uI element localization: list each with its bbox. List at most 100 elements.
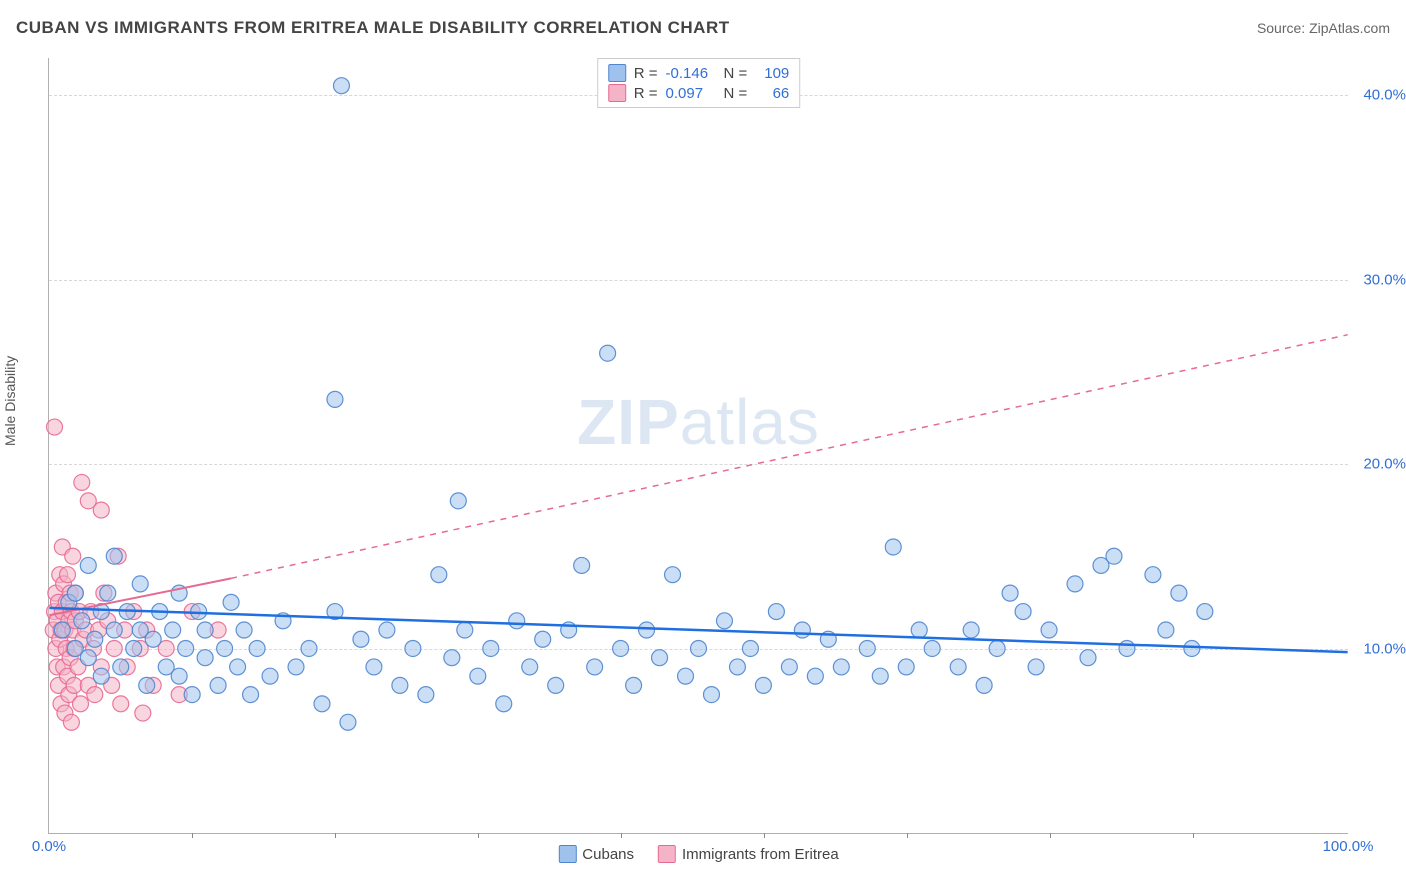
data-point [574, 557, 590, 573]
data-point [885, 539, 901, 555]
data-point [223, 594, 239, 610]
plot-area: 10.0%20.0%30.0%40.0% 0.0% 100.0% ZIPatla… [48, 58, 1348, 834]
n-label: N = [724, 85, 748, 102]
bottom-legend-item: Immigrants from Eritrea [658, 845, 839, 863]
data-point [587, 659, 603, 675]
data-point [340, 714, 356, 730]
data-point [807, 668, 823, 684]
data-point [288, 659, 304, 675]
bottom-legend-item: Cubans [558, 845, 634, 863]
data-point [87, 631, 103, 647]
chart-container: CUBAN VS IMMIGRANTS FROM ERITREA MALE DI… [0, 0, 1406, 892]
data-point [217, 640, 233, 656]
data-point [106, 640, 122, 656]
data-point [1184, 640, 1200, 656]
y-tick-label: 10.0% [1354, 641, 1406, 658]
stats-legend: R =-0.146N =109R =0.097N =66 [597, 58, 801, 108]
data-point [496, 696, 512, 712]
scatter-svg [49, 58, 1348, 833]
data-point [522, 659, 538, 675]
stats-legend-row: R =0.097N =66 [608, 83, 790, 103]
data-point [729, 659, 745, 675]
data-point [379, 622, 395, 638]
data-point [509, 613, 525, 629]
legend-swatch [558, 845, 576, 863]
data-point [450, 493, 466, 509]
data-point [93, 668, 109, 684]
r-value: 0.097 [666, 85, 716, 102]
data-point [457, 622, 473, 638]
data-point [444, 650, 460, 666]
y-axis-label: Male Disability [2, 356, 18, 446]
data-point [184, 687, 200, 703]
source-link[interactable]: ZipAtlas.com [1309, 20, 1390, 36]
data-point [1145, 567, 1161, 583]
data-point [106, 548, 122, 564]
x-tick-mark [192, 833, 193, 838]
data-point [230, 659, 246, 675]
data-point [898, 659, 914, 675]
data-point [65, 548, 81, 564]
data-point [67, 585, 83, 601]
data-point [418, 687, 434, 703]
data-point [87, 687, 103, 703]
data-point [483, 640, 499, 656]
x-axis-max-label: 100.0% [1323, 838, 1374, 855]
trend-line [231, 335, 1348, 579]
legend-swatch [608, 64, 626, 82]
data-point [703, 687, 719, 703]
data-point [314, 696, 330, 712]
data-point [768, 604, 784, 620]
data-point [392, 677, 408, 693]
chart-title: CUBAN VS IMMIGRANTS FROM ERITREA MALE DI… [16, 18, 730, 38]
x-axis-min-label: 0.0% [32, 838, 66, 855]
data-point [100, 585, 116, 601]
data-point [165, 622, 181, 638]
data-point [405, 640, 421, 656]
data-point [60, 567, 76, 583]
data-point [1106, 548, 1122, 564]
data-point [1015, 604, 1031, 620]
data-point [872, 668, 888, 684]
r-value: -0.146 [666, 65, 716, 82]
data-point [353, 631, 369, 647]
title-bar: CUBAN VS IMMIGRANTS FROM ERITREA MALE DI… [16, 18, 1390, 38]
data-point [366, 659, 382, 675]
data-point [613, 640, 629, 656]
stats-legend-row: R =-0.146N =109 [608, 63, 790, 83]
data-point [1067, 576, 1083, 592]
bottom-legend: Cubans Immigrants from Eritrea [558, 845, 838, 863]
data-point [1171, 585, 1187, 601]
data-point [145, 631, 161, 647]
n-value: 66 [755, 85, 789, 102]
data-point [197, 650, 213, 666]
x-tick-mark [1193, 833, 1194, 838]
data-point [66, 677, 82, 693]
data-point [600, 345, 616, 361]
data-point [859, 640, 875, 656]
data-point [989, 640, 1005, 656]
source-label: Source: [1257, 20, 1305, 36]
data-point [54, 622, 70, 638]
data-point [626, 677, 642, 693]
data-point [716, 613, 732, 629]
data-point [639, 622, 655, 638]
data-point [106, 622, 122, 638]
data-point [243, 687, 259, 703]
legend-label: Cubans [582, 846, 634, 863]
data-point [327, 391, 343, 407]
data-point [1041, 622, 1057, 638]
data-point [1002, 585, 1018, 601]
data-point [1080, 650, 1096, 666]
data-point [691, 640, 707, 656]
data-point [924, 640, 940, 656]
data-point [93, 502, 109, 518]
data-point [47, 419, 63, 435]
data-point [535, 631, 551, 647]
data-point [178, 640, 194, 656]
data-point [197, 622, 213, 638]
x-tick-mark [764, 833, 765, 838]
data-point [976, 677, 992, 693]
data-point [652, 650, 668, 666]
data-point [236, 622, 252, 638]
